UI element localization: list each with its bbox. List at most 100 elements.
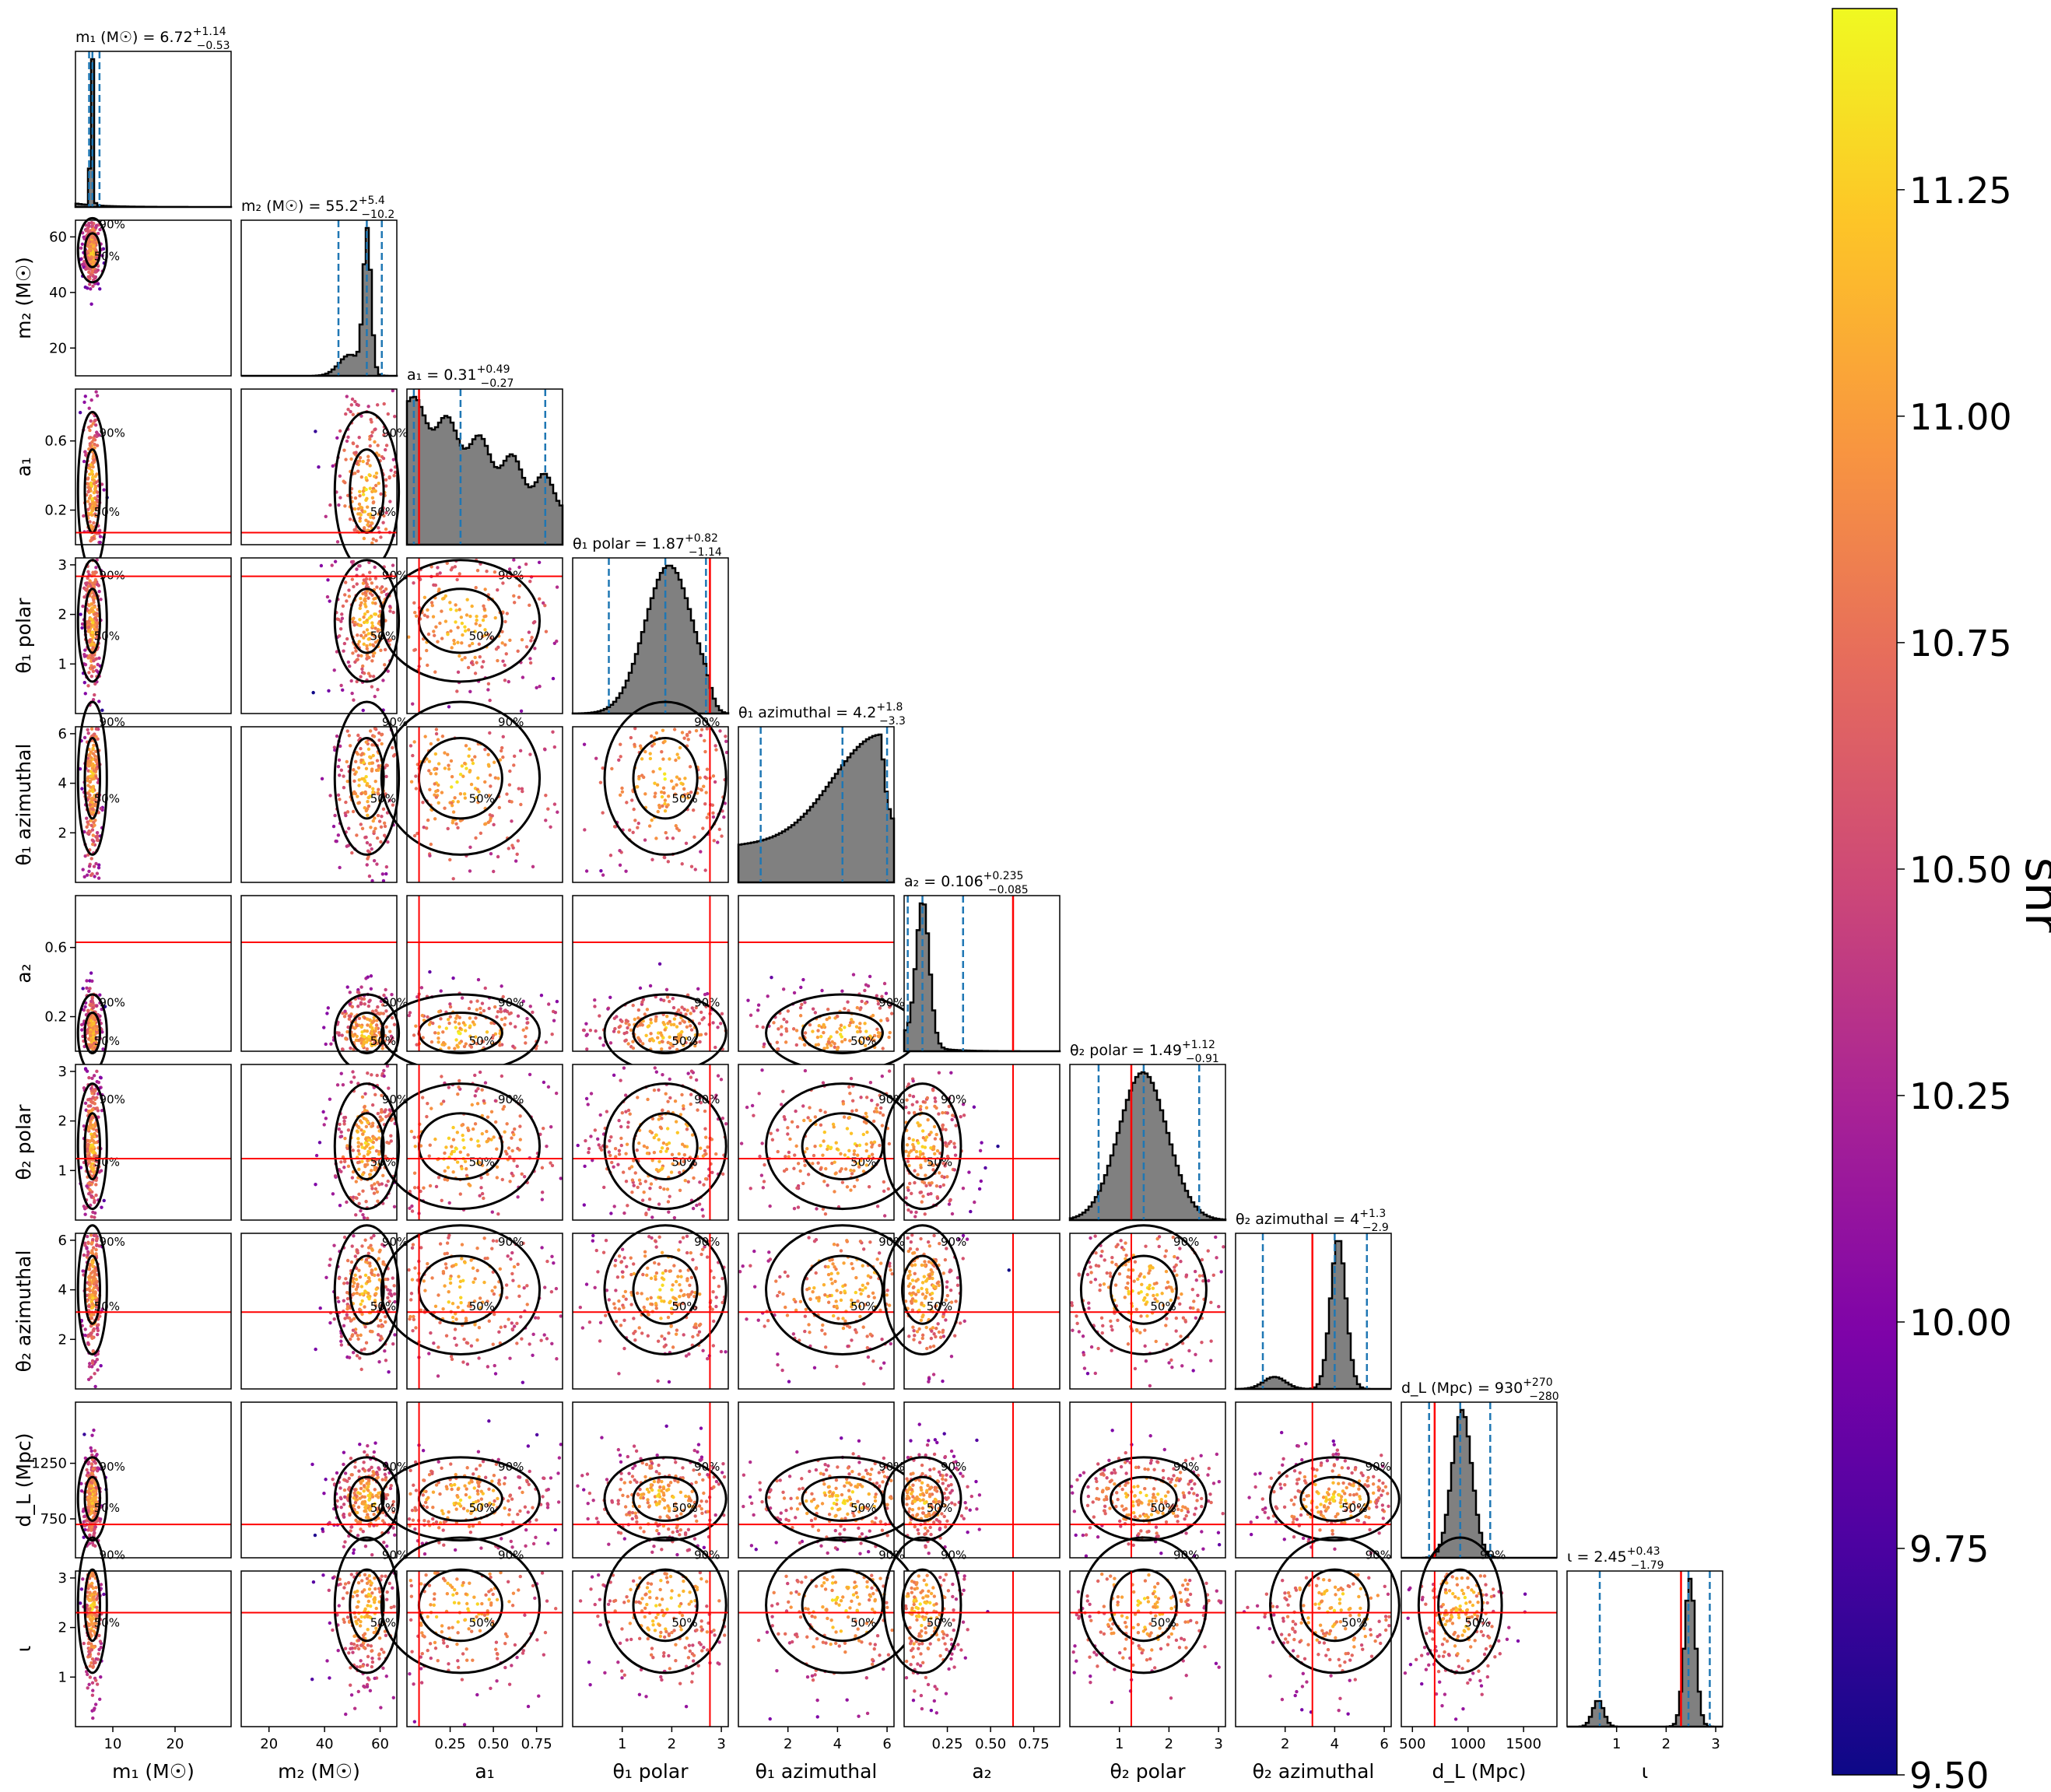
contour-label-50: 50% bbox=[850, 1156, 876, 1170]
scatter-point bbox=[582, 1203, 587, 1207]
scatter-point bbox=[784, 1040, 788, 1044]
panel-title: a₁ = 0.31+0.49 −0.27 bbox=[407, 363, 514, 390]
scatter-point bbox=[413, 1145, 417, 1148]
scatter-point bbox=[585, 1047, 589, 1051]
scatter-point bbox=[654, 1133, 658, 1137]
scatter-point bbox=[704, 1032, 708, 1036]
scatter-point bbox=[643, 1180, 647, 1184]
scatter-point bbox=[322, 1123, 326, 1127]
scatter-point bbox=[693, 868, 697, 871]
scatter-point bbox=[96, 494, 100, 498]
scatter-point bbox=[422, 595, 427, 600]
y-tick-label: 0.6 bbox=[44, 433, 67, 450]
contour-label-50: 50% bbox=[370, 505, 396, 519]
scatter-point bbox=[531, 1010, 535, 1015]
scatter-point bbox=[387, 1369, 391, 1374]
scatter-point bbox=[906, 1159, 910, 1163]
scatter-point bbox=[510, 1136, 514, 1140]
scatter-point bbox=[876, 1034, 881, 1038]
scatter-point bbox=[484, 822, 488, 826]
scatter-point bbox=[593, 998, 597, 1002]
scatter-point bbox=[478, 623, 482, 627]
scatter-point bbox=[86, 477, 90, 481]
scatter-point bbox=[864, 1001, 868, 1005]
scatter-point bbox=[89, 1194, 94, 1198]
scatter-panel-5-4: 50%90% bbox=[738, 895, 920, 1073]
scatter-point bbox=[371, 654, 375, 658]
scatter-point bbox=[433, 670, 437, 674]
scatter-point bbox=[94, 566, 98, 570]
scatter-point bbox=[376, 1111, 380, 1116]
scatter-point bbox=[325, 1012, 329, 1015]
panel-frame bbox=[75, 219, 232, 377]
contour-label-90: 90% bbox=[382, 1092, 408, 1106]
scatter-point bbox=[432, 583, 436, 587]
scatter-point bbox=[476, 776, 480, 780]
scatter-point bbox=[647, 824, 652, 828]
scatter-point bbox=[90, 1076, 94, 1081]
scatter-point bbox=[886, 1187, 890, 1191]
scatter-point bbox=[362, 615, 366, 619]
scatter-point bbox=[666, 794, 671, 798]
scatter-point bbox=[352, 623, 356, 627]
scatter-point bbox=[324, 1042, 328, 1047]
scatter-point bbox=[342, 1299, 346, 1303]
scatter-point bbox=[388, 1289, 392, 1292]
scatter-point bbox=[425, 1114, 429, 1119]
y-tick-label: 3 bbox=[58, 1064, 67, 1080]
scatter-point bbox=[458, 1041, 462, 1045]
scatter-point bbox=[761, 1026, 765, 1029]
scatter-point bbox=[368, 570, 372, 574]
scatter-point bbox=[89, 823, 93, 828]
scatter-point bbox=[770, 975, 773, 980]
scatter-point bbox=[625, 1142, 629, 1146]
scatter-point bbox=[357, 436, 361, 440]
y-tick-label: 2 bbox=[58, 607, 67, 623]
scatter-point bbox=[466, 1128, 471, 1132]
scatter-point bbox=[669, 1170, 674, 1174]
scatter-point bbox=[365, 644, 369, 648]
scatter-point bbox=[473, 1073, 477, 1078]
scatter-point bbox=[98, 227, 102, 232]
scatter-point bbox=[618, 793, 622, 797]
scatter-point bbox=[345, 1304, 350, 1309]
scatter-point bbox=[496, 777, 500, 780]
scatter-point bbox=[392, 1284, 396, 1288]
scatter-point bbox=[933, 1137, 938, 1141]
scatter-point bbox=[626, 1204, 629, 1208]
scatter-point bbox=[338, 474, 342, 479]
scatter-point bbox=[654, 1070, 659, 1074]
scatter-point bbox=[528, 657, 532, 661]
scatter-point bbox=[414, 614, 419, 618]
scatter-point bbox=[338, 798, 342, 801]
scatter-point bbox=[675, 1131, 680, 1134]
scatter-point bbox=[93, 1215, 96, 1219]
scatter-point bbox=[843, 1037, 847, 1042]
scatter-point bbox=[649, 1018, 653, 1022]
panel-background bbox=[573, 1064, 728, 1220]
scatter-point bbox=[870, 1098, 874, 1103]
scatter-point bbox=[879, 1106, 883, 1110]
scatter-point bbox=[657, 1138, 661, 1141]
scatter-point bbox=[88, 780, 92, 784]
scatter-point bbox=[483, 780, 487, 784]
contour-label-90: 90% bbox=[100, 426, 125, 440]
scatter-point bbox=[339, 1130, 343, 1134]
scatter-point bbox=[89, 234, 93, 239]
scatter-point bbox=[648, 752, 652, 756]
scatter-point bbox=[363, 1029, 366, 1033]
scatter-point bbox=[335, 617, 339, 621]
scatter-point bbox=[362, 642, 366, 647]
scatter-point bbox=[796, 1205, 801, 1209]
scatter-point bbox=[352, 584, 356, 589]
scatter-point bbox=[678, 745, 682, 750]
scatter-point bbox=[338, 773, 342, 777]
contour-label-50: 50% bbox=[94, 250, 120, 264]
scatter-point bbox=[342, 1015, 347, 1019]
scatter-point bbox=[682, 787, 686, 791]
scatter-point bbox=[92, 769, 96, 773]
scatter-point bbox=[368, 486, 373, 490]
scatter-point bbox=[543, 748, 547, 752]
scatter-point bbox=[657, 1202, 661, 1206]
